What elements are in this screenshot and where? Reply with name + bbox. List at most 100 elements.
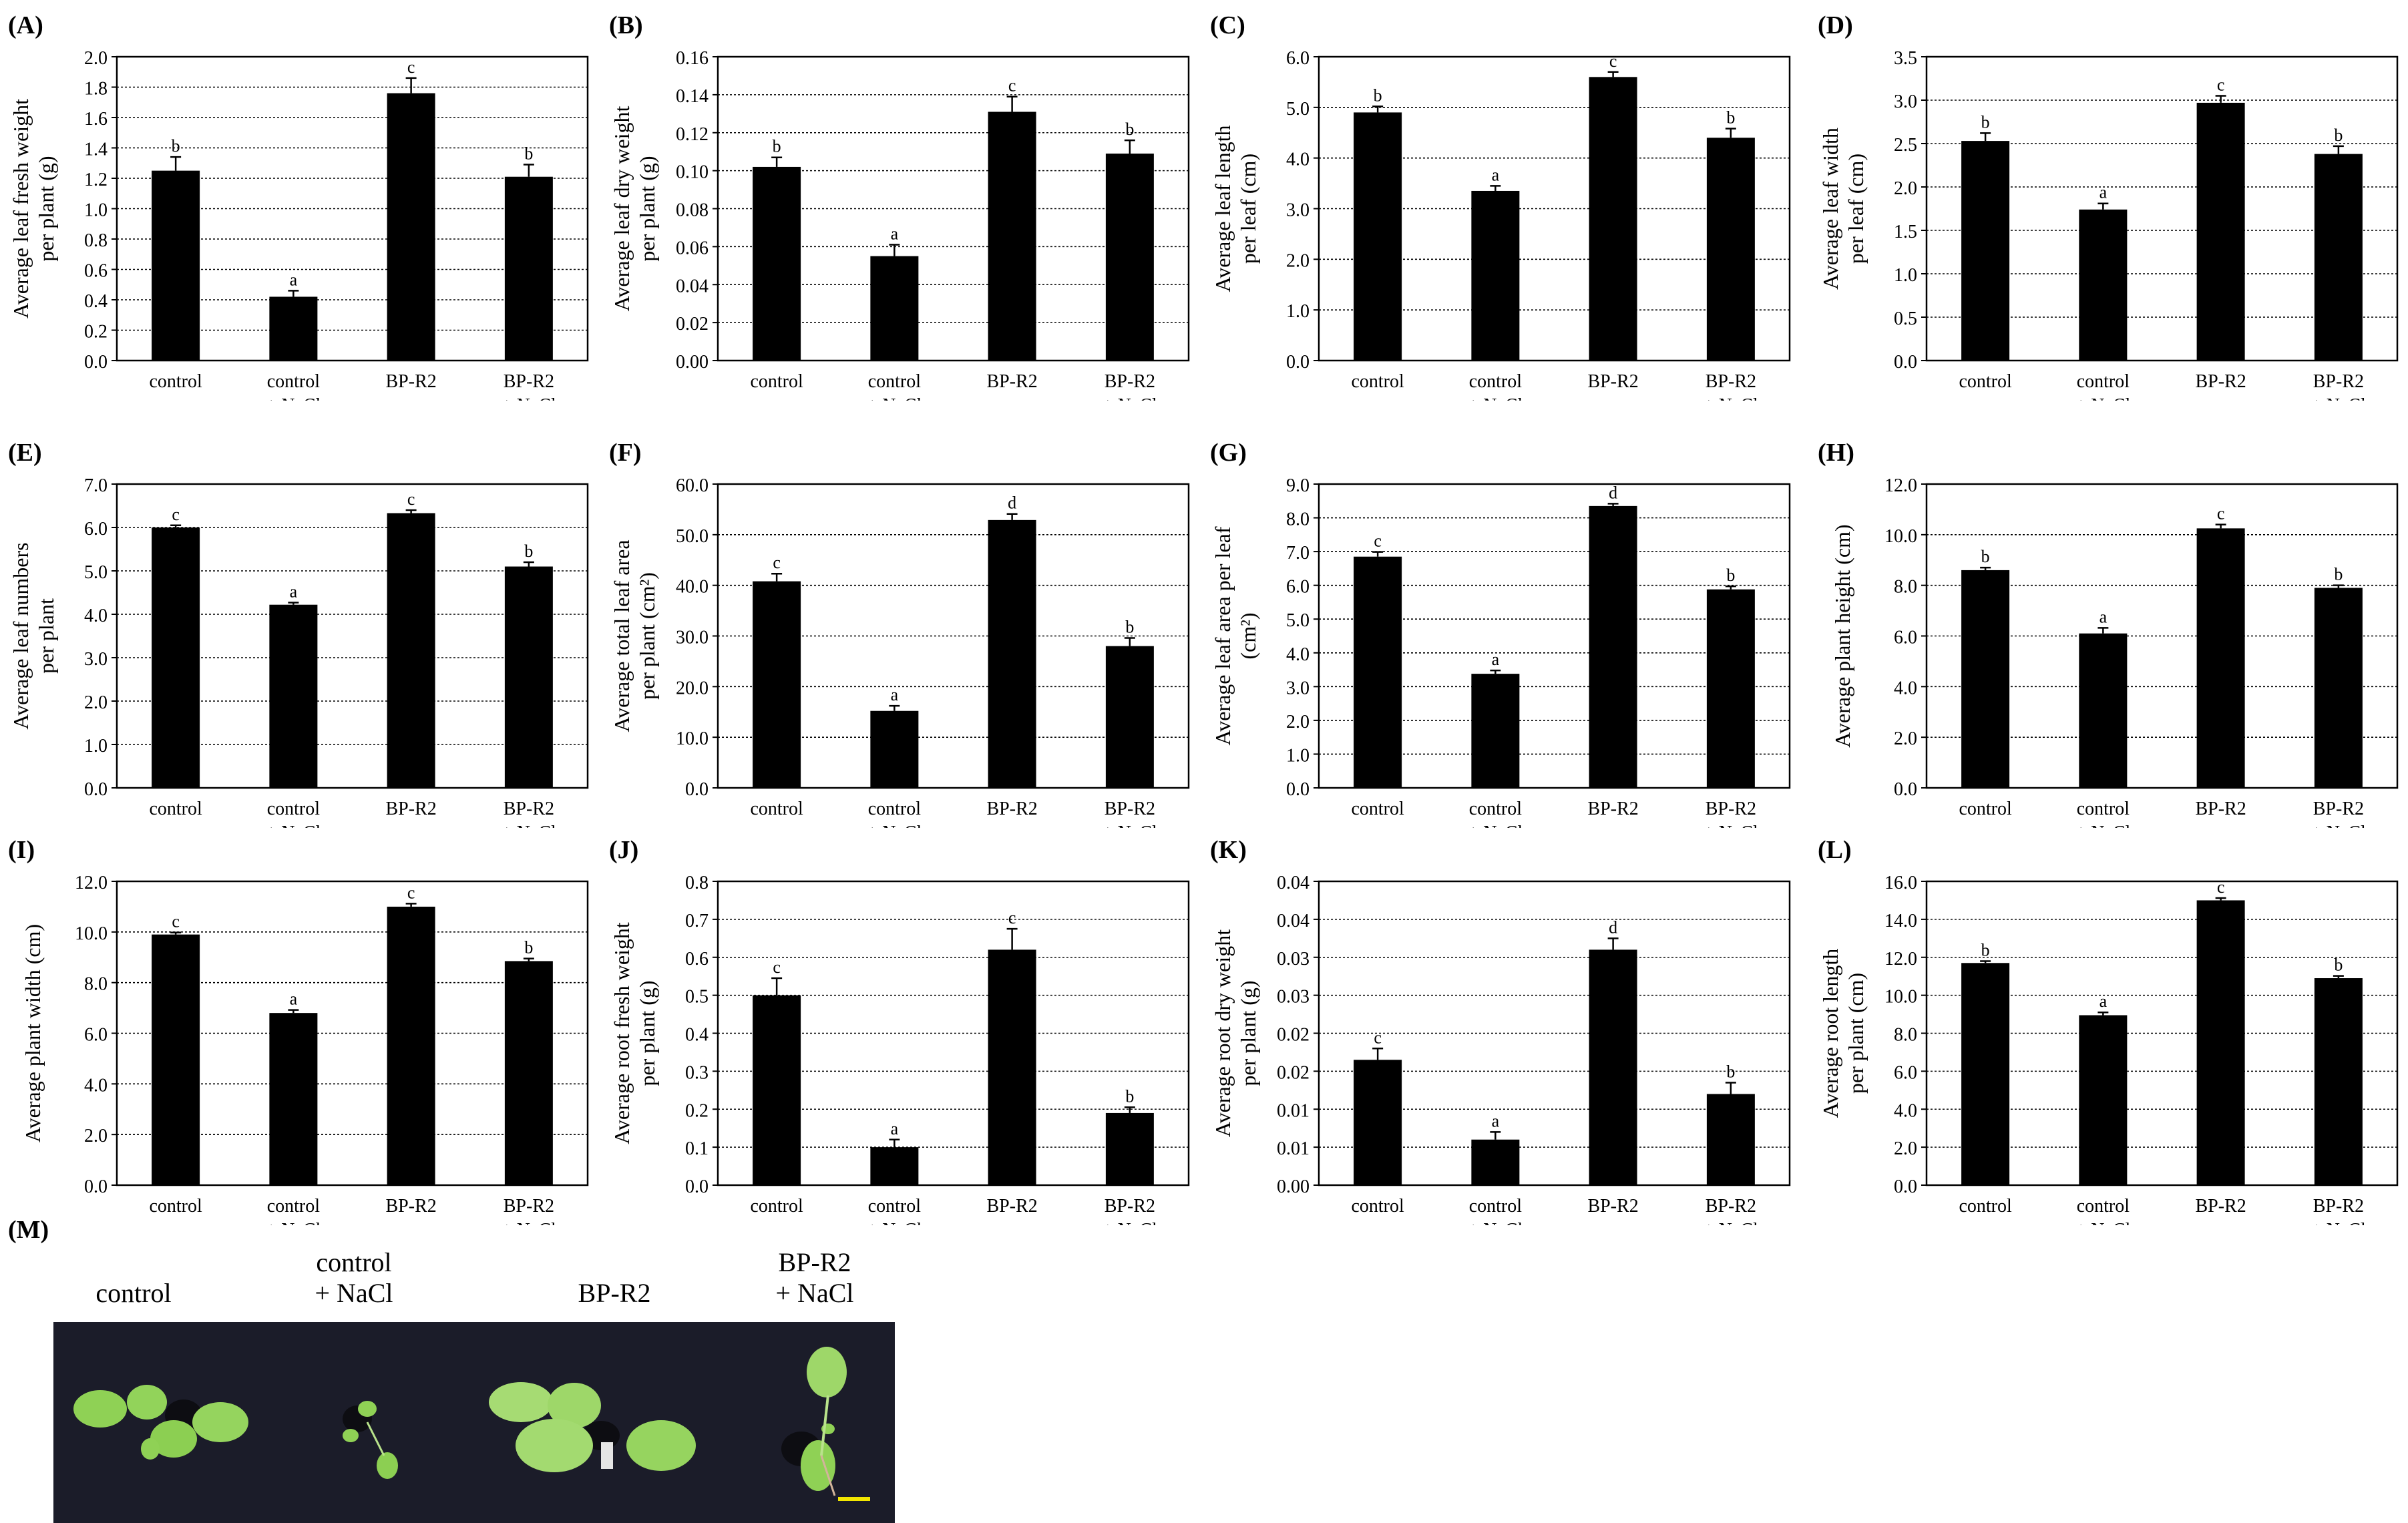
x-tick-label: + NaCl xyxy=(1468,395,1523,401)
y-axis-label-line: per plant (g) xyxy=(1236,980,1260,1086)
y-tick-label: 1.0 xyxy=(1894,265,1917,286)
x-tick-label: control xyxy=(1469,1196,1523,1217)
significance-letter: a xyxy=(2099,607,2108,626)
significance-letter: b xyxy=(524,144,533,164)
bar xyxy=(152,934,200,1185)
panel-d: (D) 0.0 0.5 1.0 1.5 2.0 2.5 3.0 3.5 Average leaf … xyxy=(1810,0,2408,416)
panel-label-d: (D) xyxy=(1818,11,1853,39)
y-axis-label-line: per leaf (cm) xyxy=(1236,154,1260,264)
significance-letter: b xyxy=(1981,112,1990,132)
significance-letter: c xyxy=(172,505,180,524)
x-tick-label: BP-R2 xyxy=(1588,799,1639,819)
y-tick-label: 4.0 xyxy=(84,1075,108,1096)
y-tick-label: 6.0 xyxy=(1894,1062,1917,1083)
y-tick-label: 8.0 xyxy=(1286,509,1310,530)
x-tick-label: BP-R2 xyxy=(1105,799,1155,819)
y-axis-label-line: Average leaf width xyxy=(1818,128,1842,290)
x-tick-label: control xyxy=(2077,371,2130,392)
panel-i: (I) 0.0 2.0 4.0 6.0 8.0 10.0 12.0 Average plant … xyxy=(0,825,598,1241)
significance-letter: a xyxy=(290,270,298,289)
x-tick-label: control xyxy=(1351,371,1404,392)
significance-letter: b xyxy=(172,136,180,156)
y-tick-label: 0.6 xyxy=(685,949,709,969)
y-tick-label: 0.0 xyxy=(1286,779,1310,800)
bar xyxy=(1471,674,1520,788)
y-axis-label-line: Average root fresh weight xyxy=(610,922,634,1144)
photo-caption-bpr2: BP-R2 xyxy=(578,1278,651,1308)
chart-f: (F) 0.0 10.0 20.0 30.0 40.0 50.0 60.0 Average to… xyxy=(609,439,1190,843)
y-tick-label: 20.0 xyxy=(676,678,709,698)
y-tick-label: 0.5 xyxy=(1894,308,1917,329)
bar xyxy=(1706,138,1755,361)
significance-letter: b xyxy=(773,137,781,156)
y-tick-label: 2.0 xyxy=(84,692,108,713)
y-tick-label: 6.0 xyxy=(1286,577,1310,598)
bar xyxy=(1471,1139,1520,1185)
bar xyxy=(753,995,801,1185)
bar xyxy=(1589,505,1637,788)
bar xyxy=(2079,1015,2128,1185)
x-tick-label: control xyxy=(750,799,803,819)
y-tick-label: 0.6 xyxy=(84,261,108,282)
y-tick-label: 1.0 xyxy=(1286,745,1310,766)
y-tick-label: 4.0 xyxy=(1286,150,1310,170)
y-axis-label: Average leaf fresh weightper plant (g) xyxy=(9,99,58,318)
significance-letter: b xyxy=(2334,126,2343,145)
scale-bar xyxy=(838,1497,870,1501)
y-tick-label: 50.0 xyxy=(676,526,709,547)
x-tick-label: control xyxy=(1469,371,1523,392)
x-tick-label: control xyxy=(750,371,803,392)
y-tick-label: 0.16 xyxy=(676,48,709,69)
panel-label-j: (J) xyxy=(609,836,638,864)
bar xyxy=(2314,978,2363,1185)
y-tick-label: 1.4 xyxy=(84,140,108,160)
significance-letter: c xyxy=(407,57,415,77)
y-tick-label: 7.0 xyxy=(1286,543,1310,564)
panel-label-e: (E) xyxy=(8,439,42,467)
x-tick-label: BP-R2 xyxy=(1705,799,1756,819)
y-tick-label: 40.0 xyxy=(676,577,709,598)
y-tick-label: 1.8 xyxy=(84,79,108,99)
y-tick-label: 2.0 xyxy=(84,48,108,69)
panel-k: (K) 0.00 0.01 0.01 0.02 0.02 0.03 0.03 0.04 0.04 A… xyxy=(1202,825,1800,1241)
x-tick-label: BP-R2 xyxy=(504,799,554,819)
bar xyxy=(1105,646,1154,788)
significance-letter: b xyxy=(1125,618,1134,637)
y-axis-label-line: Average total leaf area xyxy=(610,539,634,732)
y-tick-label: 60.0 xyxy=(676,475,709,496)
significance-letter: a xyxy=(2099,992,2108,1011)
x-tick-label: + NaCl xyxy=(2075,395,2130,401)
y-axis-label: Average plant height (cm) xyxy=(1830,524,1854,747)
y-axis-label: Average leaf dry weightper plant (g) xyxy=(610,106,659,312)
y-tick-label: 0.0 xyxy=(84,352,108,373)
bar xyxy=(1105,154,1154,361)
x-tick-label: control xyxy=(267,1196,321,1217)
panel-label-f: (F) xyxy=(609,439,642,467)
panel-j: (J) 0.0 0.1 0.2 0.3 0.4 0.5 0.6 0.7 0.8 Average ro… xyxy=(601,825,1199,1241)
x-tick-label: BP-R2 xyxy=(504,371,554,392)
x-tick-label: control xyxy=(1469,799,1523,819)
y-tick-label: 4.0 xyxy=(1286,644,1310,665)
x-tick-label: BP-R2 xyxy=(987,1196,1038,1217)
x-tick-label: BP-R2 xyxy=(386,371,437,392)
chart-g: (G) 0.0 1.0 2.0 3.0 4.0 5.0 6.0 7.0 8.0 9.0 Average… xyxy=(1210,439,1791,843)
y-tick-label: 0.0 xyxy=(1286,352,1310,373)
significance-letter: c xyxy=(407,489,415,509)
plant-bpr2-nacl xyxy=(781,1347,870,1501)
bar xyxy=(2079,209,2128,361)
y-tick-label: 14.0 xyxy=(1884,911,1917,931)
y-tick-label: 0.14 xyxy=(676,86,709,107)
bar xyxy=(269,604,318,788)
bar xyxy=(504,961,553,1185)
y-axis-label-line: Average leaf area per leaf xyxy=(1211,526,1235,745)
bar xyxy=(1961,963,2010,1185)
y-axis-label: Average root fresh weightper plant (g) xyxy=(610,922,659,1144)
bar xyxy=(2196,900,2245,1185)
significance-letter: c xyxy=(773,957,781,977)
x-tick-label: control xyxy=(2077,1196,2130,1217)
x-tick-label: + NaCl xyxy=(266,395,321,401)
y-axis-label-line: per plant (g) xyxy=(635,156,659,261)
chart-e: (E) 0.0 1.0 2.0 3.0 4.0 5.0 6.0 7.0 Average leaf … xyxy=(8,439,589,843)
x-tick-label: + NaCl xyxy=(867,1220,922,1225)
y-tick-label: 0.02 xyxy=(676,314,709,335)
